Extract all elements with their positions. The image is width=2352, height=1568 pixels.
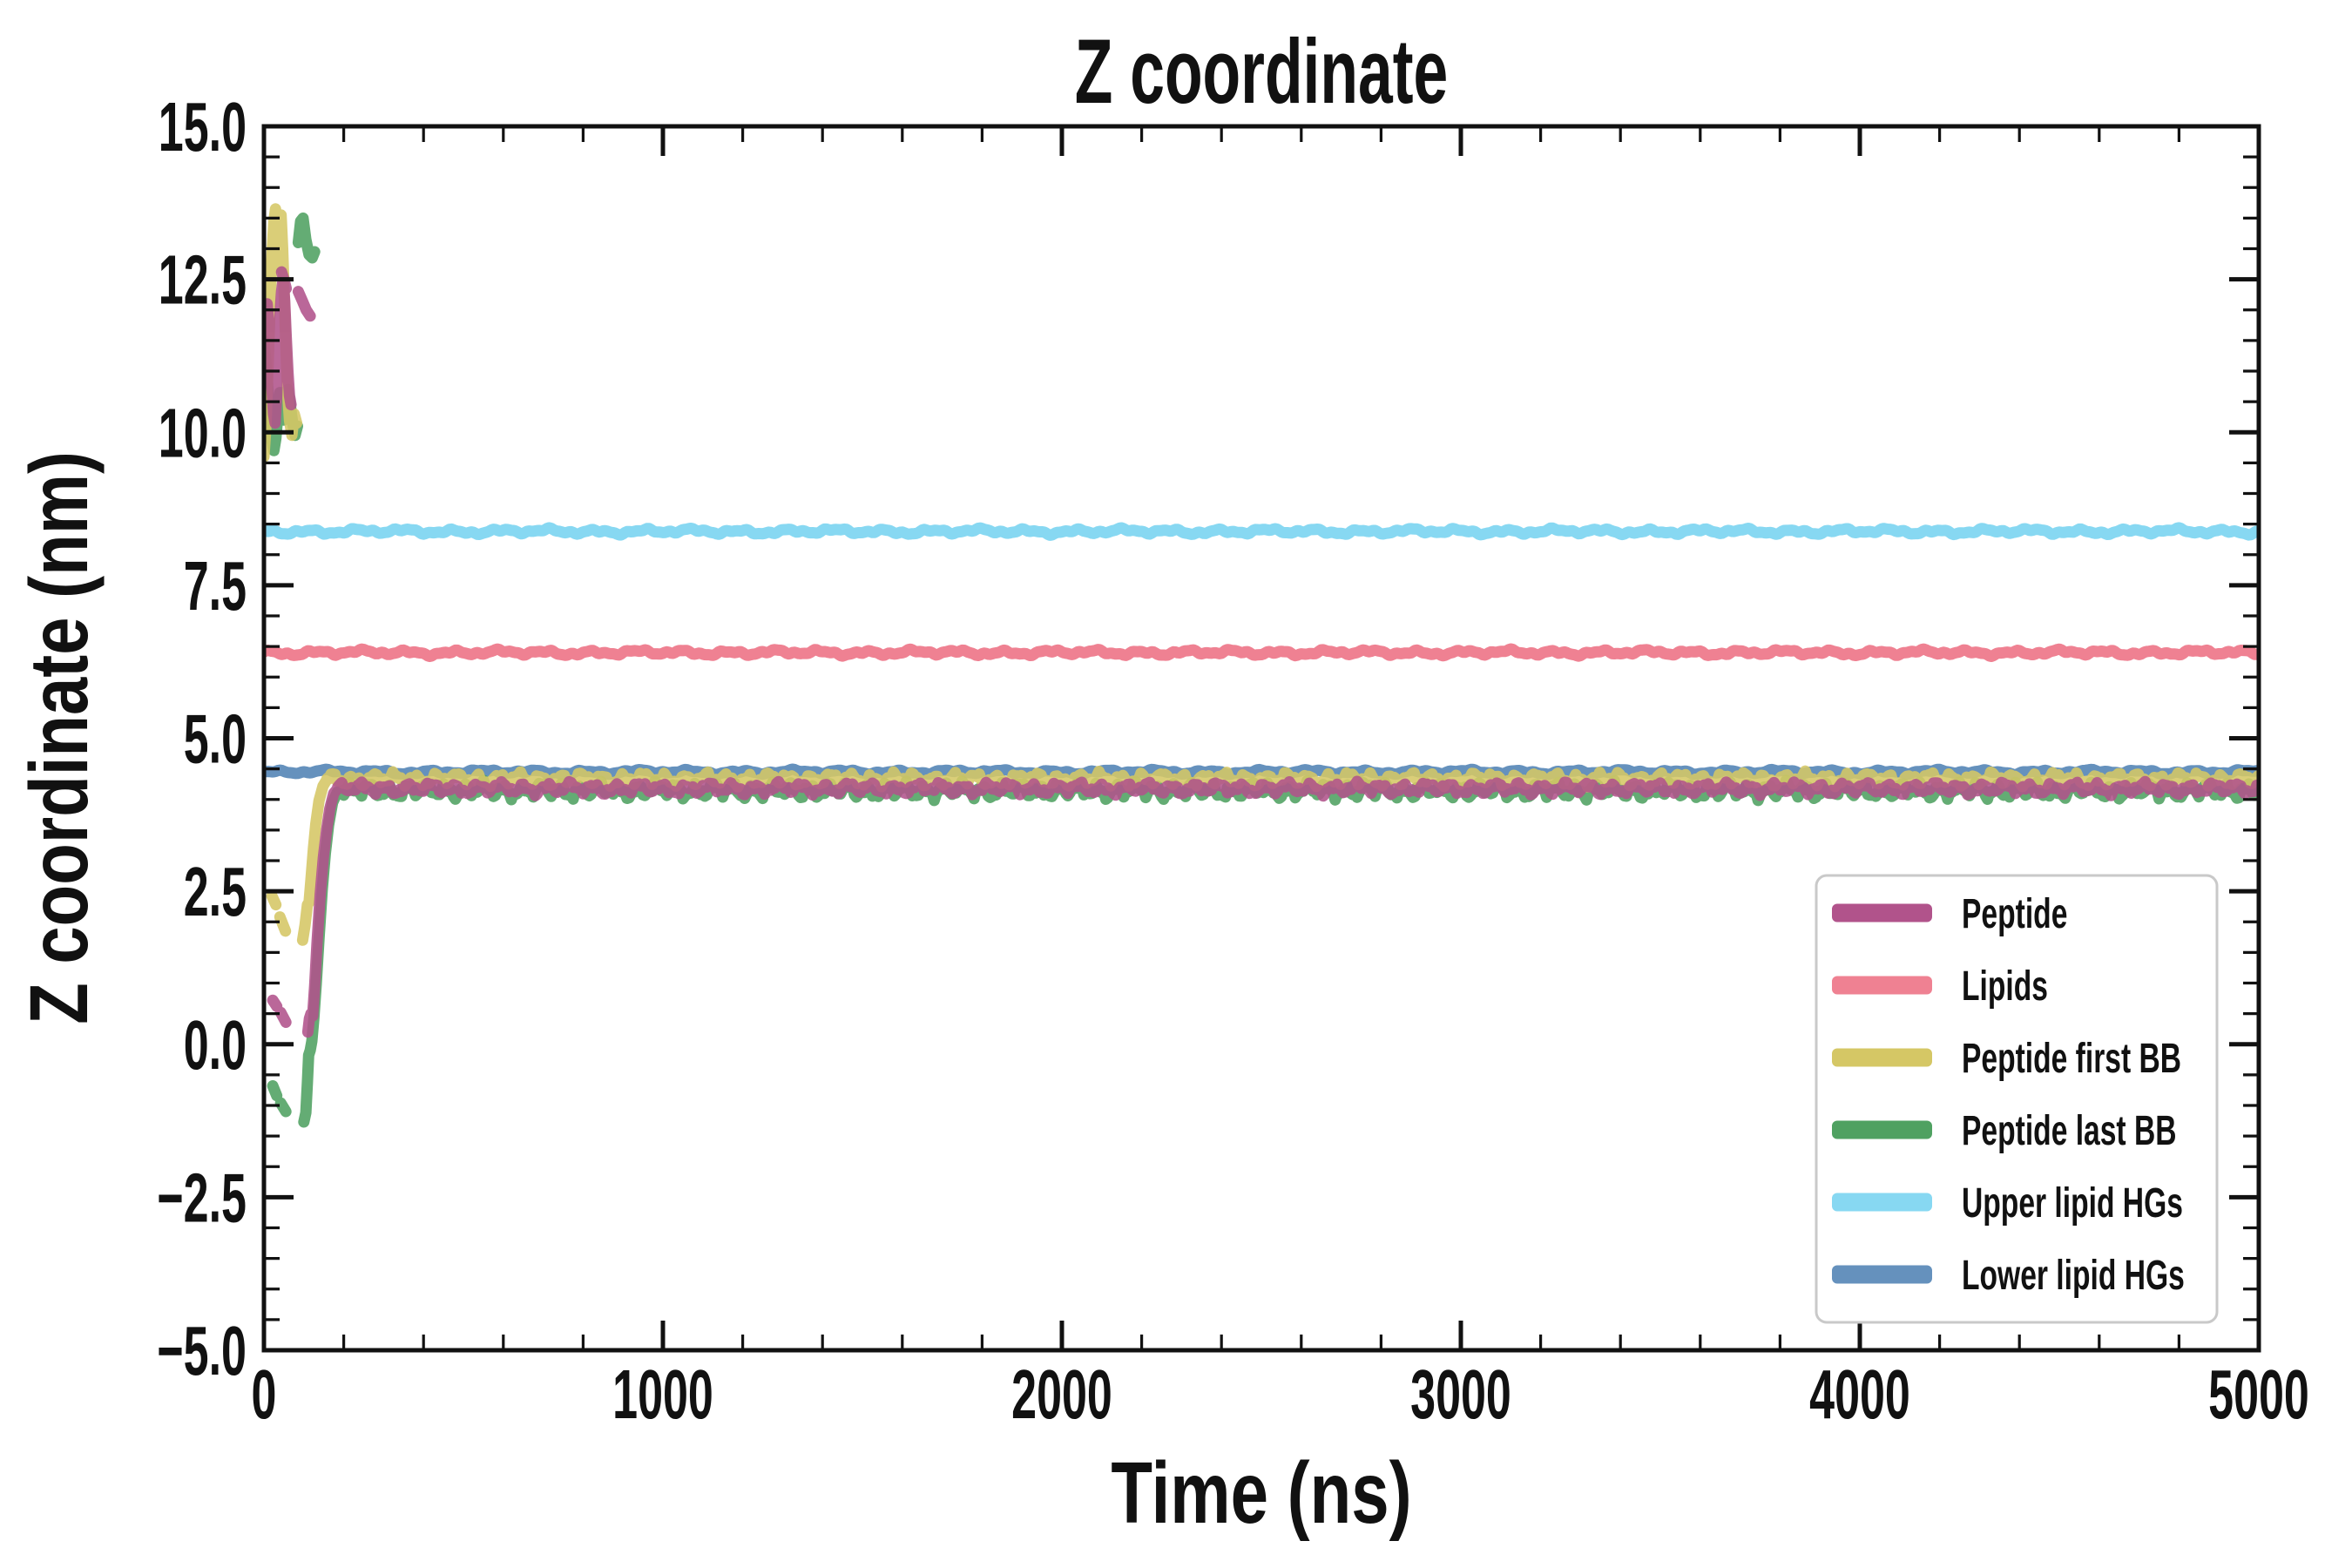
series-peptide-last-bb-transient-segment (292, 212, 321, 264)
legend-item-lipids: Lipids (1832, 963, 2048, 1010)
series-peptide-transient-segment (301, 781, 345, 1038)
y-tick-label: 7.5 (184, 547, 247, 625)
legend-label: Peptide first BB (1962, 1036, 2181, 1082)
series-peptide-transient-segment (274, 1006, 292, 1028)
legend-label: Peptide (1962, 891, 2067, 937)
y-tick-label: 5.0 (184, 700, 247, 778)
series-peptide-last-bb-transient-segment (267, 1080, 283, 1102)
legend-label: Lower lipid HGs (1962, 1253, 2185, 1299)
series-peptide-line (264, 266, 2259, 1038)
legend-label: Lipids (1962, 963, 2048, 1010)
series-upper-lipid-hgs-steady-line (264, 522, 2259, 541)
y-axis-label: Z coordinate (nm) (13, 451, 105, 1024)
legend-label: Upper lipid HGs (1962, 1180, 2183, 1227)
tick-labels: 0 1000 2000 3000 4000 5000 −5.0 −2.5 0.0 2.5 5.0 7.… (157, 88, 2309, 1433)
y-tick-label: 0.0 (184, 1006, 247, 1084)
y-tick-label: 15.0 (159, 88, 247, 166)
series-layer (264, 203, 2259, 1128)
series-lipids-steady-line (264, 643, 2259, 662)
legend-item-peptide: Peptide (1832, 891, 2067, 937)
series-lipids-line (264, 643, 2259, 662)
legend-label: Peptide last BB (1962, 1108, 2177, 1154)
legend-swatch-lower-lipid-hgs-icon (1832, 1265, 1932, 1284)
legend-item-peptide-last-bb: Peptide last BB (1832, 1108, 2177, 1154)
legend-item-upper-lipid-hgs: Upper lipid HGs (1832, 1180, 2183, 1227)
series-peptide-last-bb-transient-segment (274, 1097, 292, 1118)
series-peptide-transient-segment (264, 274, 297, 429)
series-peptide-first-bb-transient-segment (266, 890, 282, 911)
x-tick-label: 3000 (1410, 1355, 1511, 1433)
y-tick-label: −5.0 (157, 1312, 247, 1389)
x-tick-label: 2000 (1011, 1355, 1112, 1433)
series-peptide-first-bb-transient-segment (274, 911, 292, 937)
legend-swatch-upper-lipid-hgs-icon (1832, 1193, 1932, 1212)
legend-swatch-lipids-icon (1832, 976, 1932, 995)
y-tick-label: 10.0 (159, 394, 247, 471)
chart-title: Z coordinate (1075, 21, 1448, 123)
series-peptide-transient-segment (267, 994, 283, 1012)
x-tick-label: 1000 (612, 1355, 713, 1433)
legend: Peptide Lipids Peptide first BB Peptide las… (1815, 874, 2219, 1324)
series-peptide-transient-segment (292, 286, 316, 322)
series-peptide-steady-line (332, 775, 2259, 802)
x-axis-label: Time (ns) (1111, 1444, 1411, 1542)
x-tick-label: 0 (252, 1355, 277, 1433)
x-tick-label: 4000 (1809, 1355, 1910, 1433)
y-tick-label: 2.5 (184, 853, 247, 930)
y-tick-label: 12.5 (159, 241, 247, 319)
series-upper-lipid-hgs-line (264, 522, 2259, 541)
legend-item-peptide-first-bb: Peptide first BB (1832, 1036, 2181, 1082)
y-tick-label: −2.5 (157, 1159, 247, 1236)
series-peptide-first-bb-transient-segment (296, 772, 334, 946)
axis-ticks (261, 124, 2261, 1353)
legend-swatch-peptide-icon (1832, 903, 1932, 923)
legend-swatch-peptide-first-bb-icon (1832, 1048, 1932, 1067)
x-tick-label: 5000 (2208, 1355, 2309, 1433)
legend-swatch-peptide-last-bb-icon (1832, 1120, 1932, 1139)
legend-item-lower-lipid-hgs: Lower lipid HGs (1832, 1253, 2185, 1299)
